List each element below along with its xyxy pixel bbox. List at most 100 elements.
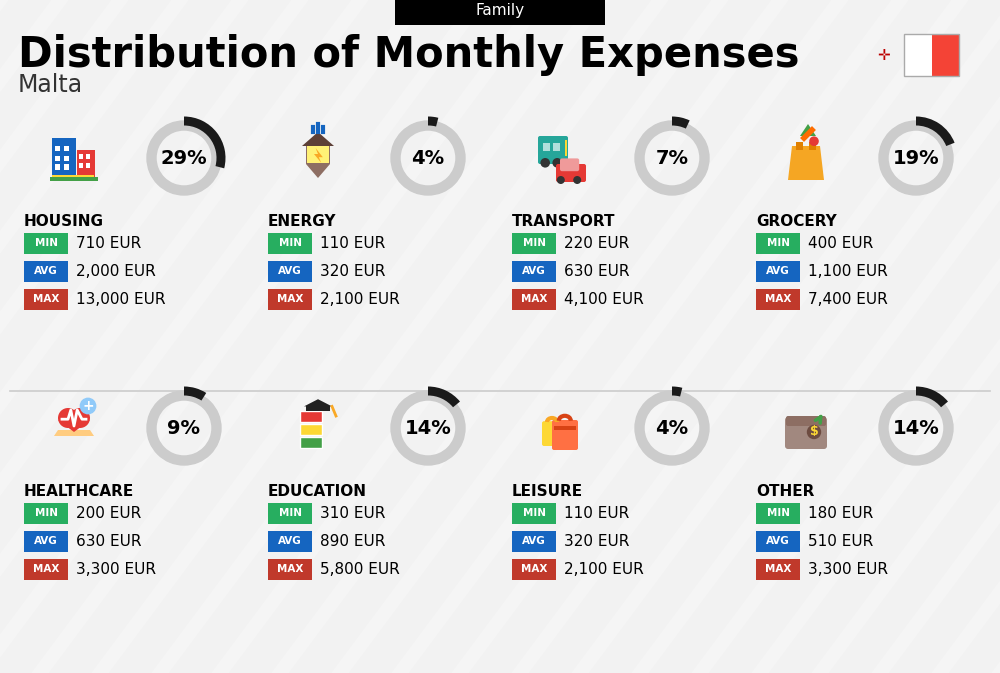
FancyBboxPatch shape bbox=[24, 289, 68, 310]
FancyBboxPatch shape bbox=[512, 260, 556, 281]
Circle shape bbox=[70, 408, 90, 428]
Text: 320 EUR: 320 EUR bbox=[320, 264, 385, 279]
FancyBboxPatch shape bbox=[24, 530, 68, 551]
Text: MIN: MIN bbox=[522, 508, 546, 518]
FancyBboxPatch shape bbox=[307, 146, 329, 163]
Text: ENERGY: ENERGY bbox=[268, 213, 336, 229]
FancyBboxPatch shape bbox=[512, 289, 556, 310]
Text: 220 EUR: 220 EUR bbox=[564, 236, 629, 250]
Text: 7%: 7% bbox=[656, 149, 688, 168]
FancyBboxPatch shape bbox=[86, 163, 90, 168]
Text: 7,400 EUR: 7,400 EUR bbox=[808, 291, 888, 306]
Text: AVG: AVG bbox=[278, 536, 302, 546]
Circle shape bbox=[540, 158, 550, 168]
Text: MIN: MIN bbox=[34, 508, 58, 518]
Circle shape bbox=[552, 158, 562, 168]
FancyBboxPatch shape bbox=[268, 530, 312, 551]
Text: EDUCATION: EDUCATION bbox=[268, 483, 367, 499]
Text: 4,100 EUR: 4,100 EUR bbox=[564, 291, 644, 306]
Text: Family: Family bbox=[475, 3, 525, 18]
FancyBboxPatch shape bbox=[24, 559, 68, 579]
FancyBboxPatch shape bbox=[786, 416, 826, 426]
Text: 19%: 19% bbox=[893, 149, 939, 168]
Text: 200 EUR: 200 EUR bbox=[76, 505, 141, 520]
Text: 2,100 EUR: 2,100 EUR bbox=[320, 291, 400, 306]
Text: MAX: MAX bbox=[521, 564, 547, 574]
Text: MAX: MAX bbox=[765, 294, 791, 304]
Wedge shape bbox=[916, 386, 948, 407]
Text: 310 EUR: 310 EUR bbox=[320, 505, 385, 520]
FancyBboxPatch shape bbox=[809, 142, 816, 150]
FancyBboxPatch shape bbox=[24, 503, 68, 524]
FancyBboxPatch shape bbox=[55, 145, 60, 151]
FancyBboxPatch shape bbox=[268, 559, 312, 579]
FancyBboxPatch shape bbox=[79, 154, 83, 159]
Wedge shape bbox=[672, 116, 690, 129]
FancyBboxPatch shape bbox=[79, 163, 83, 168]
FancyBboxPatch shape bbox=[756, 559, 800, 579]
Text: LEISURE: LEISURE bbox=[512, 483, 583, 499]
Text: 110 EUR: 110 EUR bbox=[564, 505, 629, 520]
FancyBboxPatch shape bbox=[904, 34, 932, 76]
Text: 14%: 14% bbox=[893, 419, 939, 437]
FancyBboxPatch shape bbox=[268, 232, 312, 254]
Text: 630 EUR: 630 EUR bbox=[564, 264, 630, 279]
Text: $: $ bbox=[810, 425, 818, 439]
FancyBboxPatch shape bbox=[300, 437, 322, 448]
Text: TRANSPORT: TRANSPORT bbox=[512, 213, 616, 229]
FancyBboxPatch shape bbox=[542, 421, 562, 446]
Text: 3,300 EUR: 3,300 EUR bbox=[76, 561, 156, 577]
Polygon shape bbox=[302, 132, 334, 146]
FancyBboxPatch shape bbox=[756, 503, 800, 524]
Circle shape bbox=[809, 137, 819, 146]
FancyBboxPatch shape bbox=[50, 177, 98, 181]
Circle shape bbox=[557, 176, 565, 184]
Text: MAX: MAX bbox=[765, 564, 791, 574]
FancyBboxPatch shape bbox=[512, 232, 556, 254]
FancyBboxPatch shape bbox=[560, 158, 579, 171]
FancyBboxPatch shape bbox=[512, 559, 556, 579]
Text: 14%: 14% bbox=[405, 419, 451, 437]
Text: +: + bbox=[82, 399, 94, 413]
Text: MIN: MIN bbox=[767, 238, 790, 248]
Polygon shape bbox=[788, 146, 824, 180]
Text: 630 EUR: 630 EUR bbox=[76, 534, 142, 548]
Circle shape bbox=[573, 176, 581, 184]
FancyBboxPatch shape bbox=[552, 420, 578, 450]
Text: Distribution of Monthly Expenses: Distribution of Monthly Expenses bbox=[18, 34, 800, 76]
Text: 13,000 EUR: 13,000 EUR bbox=[76, 291, 166, 306]
FancyBboxPatch shape bbox=[395, 0, 605, 25]
FancyBboxPatch shape bbox=[796, 142, 803, 150]
FancyBboxPatch shape bbox=[268, 503, 312, 524]
FancyBboxPatch shape bbox=[268, 289, 312, 310]
Text: 320 EUR: 320 EUR bbox=[564, 534, 629, 548]
Text: 2,000 EUR: 2,000 EUR bbox=[76, 264, 156, 279]
FancyBboxPatch shape bbox=[55, 155, 60, 162]
Text: MIN: MIN bbox=[34, 238, 58, 248]
Wedge shape bbox=[428, 116, 438, 127]
Text: MAX: MAX bbox=[521, 294, 547, 304]
Wedge shape bbox=[184, 386, 206, 400]
FancyBboxPatch shape bbox=[64, 164, 69, 170]
Text: MAX: MAX bbox=[277, 564, 303, 574]
FancyBboxPatch shape bbox=[554, 426, 576, 430]
Text: AVG: AVG bbox=[522, 536, 546, 546]
Text: 110 EUR: 110 EUR bbox=[320, 236, 385, 250]
Wedge shape bbox=[916, 116, 955, 146]
FancyBboxPatch shape bbox=[24, 260, 68, 281]
FancyBboxPatch shape bbox=[52, 138, 76, 178]
Text: MAX: MAX bbox=[33, 294, 59, 304]
FancyBboxPatch shape bbox=[756, 260, 800, 281]
Text: 180 EUR: 180 EUR bbox=[808, 505, 873, 520]
Text: 400 EUR: 400 EUR bbox=[808, 236, 873, 250]
Polygon shape bbox=[306, 146, 330, 178]
Polygon shape bbox=[54, 430, 94, 436]
Text: 2,100 EUR: 2,100 EUR bbox=[564, 561, 644, 577]
Text: MIN: MIN bbox=[767, 508, 790, 518]
Text: AVG: AVG bbox=[522, 266, 546, 276]
Text: AVG: AVG bbox=[34, 266, 58, 276]
Text: 3,300 EUR: 3,300 EUR bbox=[808, 561, 888, 577]
Text: HOUSING: HOUSING bbox=[24, 213, 104, 229]
Text: AVG: AVG bbox=[766, 536, 790, 546]
FancyBboxPatch shape bbox=[86, 154, 90, 159]
